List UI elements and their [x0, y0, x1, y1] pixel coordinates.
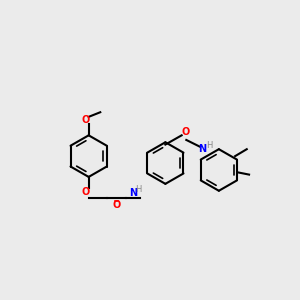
Text: H: H: [136, 185, 142, 194]
Text: O: O: [181, 127, 189, 137]
Text: O: O: [81, 115, 89, 125]
Text: N: N: [199, 144, 207, 154]
Text: N: N: [129, 188, 137, 198]
Text: O: O: [112, 200, 121, 210]
Text: O: O: [81, 187, 89, 197]
Text: H: H: [206, 141, 213, 150]
